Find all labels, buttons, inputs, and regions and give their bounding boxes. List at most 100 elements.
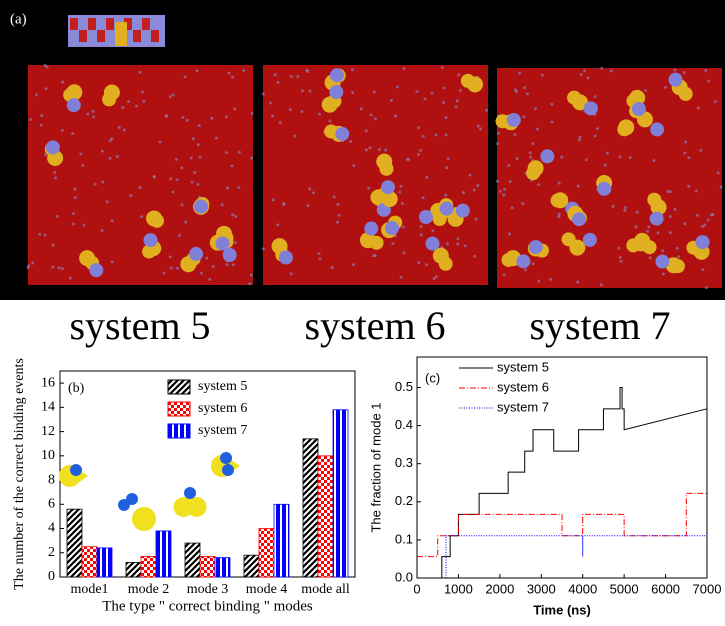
solvent [444,116,448,120]
solvent [430,91,434,95]
solvent [699,148,703,152]
solvent [134,104,138,108]
solvent [456,237,460,241]
solvent [226,186,230,190]
bar [214,557,231,578]
blue-particle [215,236,230,251]
solvent [271,114,275,118]
legend-label: system 6 [497,379,549,394]
solvent [336,202,340,206]
solvent [457,73,461,77]
solvent [703,223,707,227]
solvent [282,203,286,207]
solvent [528,151,532,155]
series-line [445,535,707,578]
legend-label: system 7 [198,423,247,438]
y-tick-label: 16 [41,375,55,390]
yellow-particle [495,114,510,129]
cartoon-particle [184,487,196,499]
solvent [417,261,421,265]
solvent [196,143,200,147]
bar [258,528,275,578]
solvent [71,132,75,136]
bar [317,455,334,578]
solvent [656,231,660,235]
solvent [421,196,425,200]
solvent [351,91,355,95]
solvent [138,70,142,74]
solvent [142,99,146,103]
solvent [468,173,472,177]
solvent [455,99,459,103]
sim-strip-cell [115,22,127,46]
solvent [367,186,371,190]
solvent [402,67,406,71]
solvent [168,255,172,259]
yellow-particle [150,213,165,228]
yellow-particle [324,124,339,139]
solvent [704,68,708,72]
solvent [719,185,723,189]
solvent [364,129,368,133]
solvent [684,140,688,144]
solvent [110,260,114,264]
bar [66,508,83,578]
solvent [694,189,698,193]
solvent [399,184,403,188]
solvent [389,99,393,103]
solvent [373,117,377,121]
solvent [369,113,373,117]
solvent [220,203,224,207]
yellow-particle [501,252,516,267]
solvent [184,220,188,224]
solvent [454,105,458,109]
blue-particle [650,122,665,137]
solvent [518,71,522,75]
solvent [557,212,561,216]
x-tick-label: 4000 [568,581,597,596]
solvent [288,108,292,112]
solvent [673,68,677,72]
solvent [399,275,403,279]
solvent [227,71,231,75]
blue-particle [381,180,396,195]
solvent [534,107,538,111]
solvent [43,63,47,67]
solvent [586,76,590,80]
sim-strip-cell [88,18,96,30]
solvent [336,220,340,224]
solvent [171,93,175,97]
solvent [593,95,597,99]
blue-particle [425,236,440,251]
blue-particle [364,221,379,236]
solvent [513,133,517,137]
solvent [445,242,449,246]
y-tick-label: 0.1 [395,531,413,546]
panel-label: (a) [10,11,27,27]
solvent [162,271,166,275]
panel-label: (c) [425,370,440,385]
solvent [701,268,705,272]
solvent [599,283,603,287]
yellow-particle [142,244,157,259]
bar [243,554,260,578]
legend-swatch [167,379,191,395]
solvent [476,184,480,188]
yellow-particle [617,122,632,137]
solvent [196,182,200,186]
solvent [300,110,304,114]
solvent [208,277,212,281]
solvent [600,66,604,70]
solvent [549,277,553,281]
caption: system 5 [69,303,210,348]
solvent [28,118,32,122]
solvent [60,267,64,271]
chart-c: 0.0 0.1 0.2 0.3 0.4 0.5 0 1000 2000 3000 4000 5000 6… [368,356,721,617]
solvent [43,233,47,237]
solvent [675,246,679,250]
y-axis-label: The number of the correct binding events [12,358,27,590]
solvent [677,255,681,259]
solvent [707,79,711,83]
solvent [628,155,632,159]
blue-particle [278,250,293,265]
